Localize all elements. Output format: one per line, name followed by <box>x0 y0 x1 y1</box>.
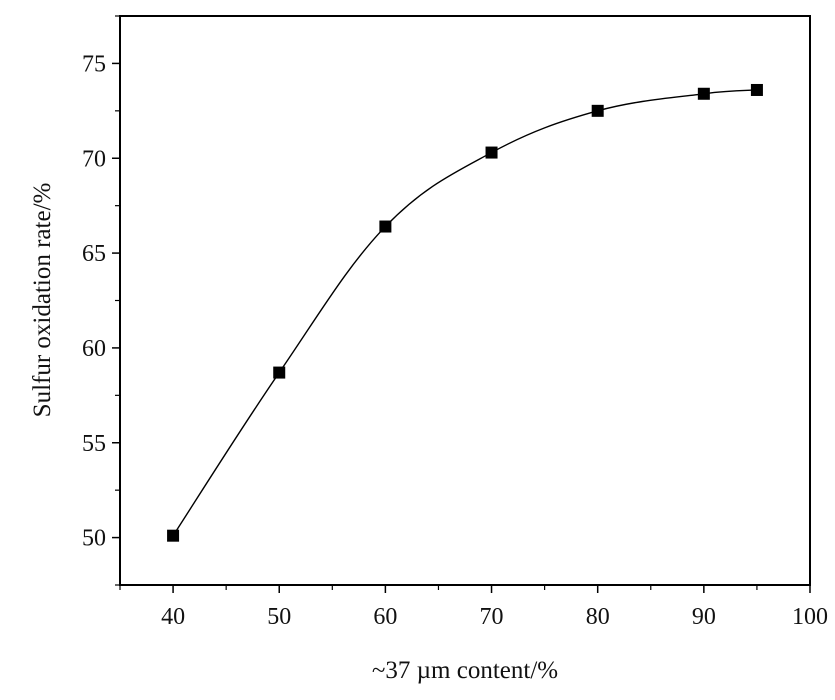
series-line <box>172 89 757 537</box>
y-tick-label: 70 <box>82 146 106 172</box>
y-tick-label: 55 <box>82 431 106 457</box>
x-tick-label: 70 <box>480 604 504 630</box>
y-axis-title: Sulfur oxidation rate/% <box>29 183 56 418</box>
y-axis-ticks: 50 55 60 65 70 75 <box>82 15 120 586</box>
y-tick-label: 60 <box>82 336 106 362</box>
data-point <box>485 146 498 159</box>
x-tick-label: 90 <box>692 604 716 630</box>
data-point <box>167 529 180 542</box>
y-tick-label: 75 <box>82 51 106 77</box>
data-point <box>750 83 763 96</box>
data-point <box>379 220 392 233</box>
y-tick-label: 50 <box>82 526 106 552</box>
x-tick-label: 80 <box>586 604 610 630</box>
x-tick-label: 50 <box>267 604 291 630</box>
x-tick-label: 40 <box>161 604 185 630</box>
data-point <box>697 87 710 100</box>
series-markers <box>167 83 763 542</box>
x-tick-label: 60 <box>373 604 397 630</box>
x-tick-label: 100 <box>792 604 828 630</box>
x-axis-title: ~37 µm content/% <box>372 657 558 684</box>
y-tick-label: 65 <box>82 241 106 267</box>
x-axis-ticks: 40 50 60 70 80 90 100 <box>119 585 828 630</box>
data-point <box>273 366 286 379</box>
plot-frame <box>119 15 811 586</box>
data-point <box>591 104 604 117</box>
